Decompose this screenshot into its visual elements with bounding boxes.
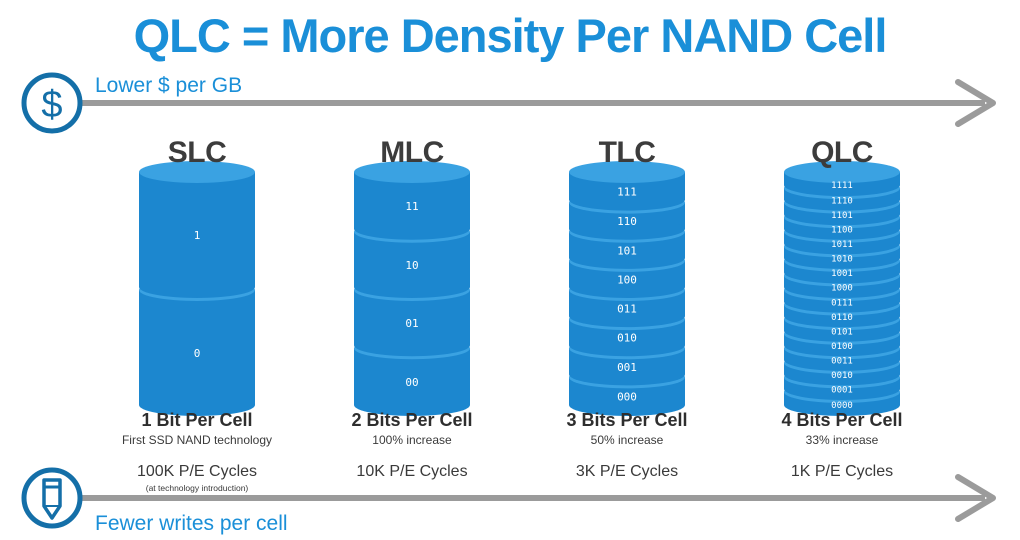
state-label: 1110	[831, 196, 853, 206]
state-label: 0111	[831, 298, 853, 308]
state-label: 001	[617, 361, 637, 374]
bottom-axis-label: Fewer writes per cell	[95, 512, 288, 535]
state-label: 011	[617, 303, 637, 316]
state-label: 1111	[831, 181, 853, 191]
cell-state-segment: 111	[569, 161, 685, 211]
bits-per-cell: 1 Bit Per Cell	[141, 410, 253, 430]
cell-note: 50% increase	[590, 433, 664, 447]
state-label: 1001	[831, 269, 853, 279]
bits-per-cell: 2 Bits Per Cell	[351, 410, 473, 430]
cylinder-tlc: 000 001 010 011 100 101 110 111	[569, 161, 685, 416]
state-label: 1100	[831, 225, 853, 235]
state-label: 0100	[831, 342, 853, 352]
state-label: 010	[617, 332, 637, 345]
cylinder-qlc: 0000 0001 0010 0011 0100 0101 0110 0111 1000 1001…	[784, 161, 900, 416]
cell-type-name: SLC	[167, 136, 227, 169]
state-label: 1010	[831, 255, 853, 265]
pe-cycles: 1K P/E Cycles	[790, 463, 894, 480]
cylinder-slc: 01	[139, 161, 255, 416]
state-label: 10	[405, 259, 418, 272]
state-label: 01	[405, 317, 418, 330]
state-label: 111	[617, 185, 637, 198]
cell-note: 33% increase	[805, 433, 879, 447]
dollar-icon: $	[21, 72, 83, 134]
cell-state-segment: 0	[139, 279, 255, 416]
state-label: 1	[194, 229, 201, 242]
cell-note: 100% increase	[372, 433, 452, 447]
state-label: 0	[194, 347, 201, 360]
cell-state-segment: 1111	[784, 161, 900, 197]
state-label: 101	[617, 244, 637, 257]
state-label: 0110	[831, 313, 853, 323]
pe-cycles: 3K P/E Cycles	[575, 463, 679, 480]
svg-text:$: $	[41, 84, 62, 126]
pe-cycles: 10K P/E Cycles	[356, 463, 468, 480]
state-label: 100	[617, 273, 637, 286]
top-arrow	[82, 79, 996, 127]
page-title: QLC = More Density Per NAND Cell	[133, 9, 888, 62]
state-label: 0000	[831, 401, 853, 411]
cylinder-mlc: 00 01 10 11	[354, 161, 470, 416]
pe-cycles: 100K P/E Cycles	[136, 463, 258, 480]
state-label: 000	[617, 391, 637, 404]
pencil-icon	[21, 467, 83, 529]
state-label: 00	[405, 376, 418, 389]
state-label: 1000	[831, 284, 853, 294]
state-label: 0010	[831, 371, 853, 381]
bits-per-cell: 3 Bits Per Cell	[566, 410, 688, 430]
state-label: 1101	[831, 211, 853, 221]
cylinders-group: 0100011011000001010011100101110111000000…	[139, 161, 900, 416]
state-label: 0001	[831, 386, 853, 396]
cell-state-segment: 11	[354, 161, 470, 240]
state-label: 11	[405, 200, 418, 213]
cell-state-segment: 1	[139, 161, 255, 298]
pe-cycles-note: (at technology introduction)	[145, 483, 249, 493]
cell-type-name: TLC	[598, 136, 656, 169]
top-axis-label: Lower $ per GB	[95, 74, 243, 97]
cell-type-name: QLC	[811, 136, 873, 169]
cell-note: First SSD NAND technology	[121, 433, 273, 447]
state-label: 110	[617, 215, 637, 228]
bits-per-cell: 4 Bits Per Cell	[781, 410, 903, 430]
state-label: 0011	[831, 357, 853, 367]
state-label: 1011	[831, 240, 853, 250]
state-label: 0101	[831, 327, 853, 337]
bottom-arrow	[82, 474, 996, 522]
cell-type-name: MLC	[380, 136, 444, 169]
